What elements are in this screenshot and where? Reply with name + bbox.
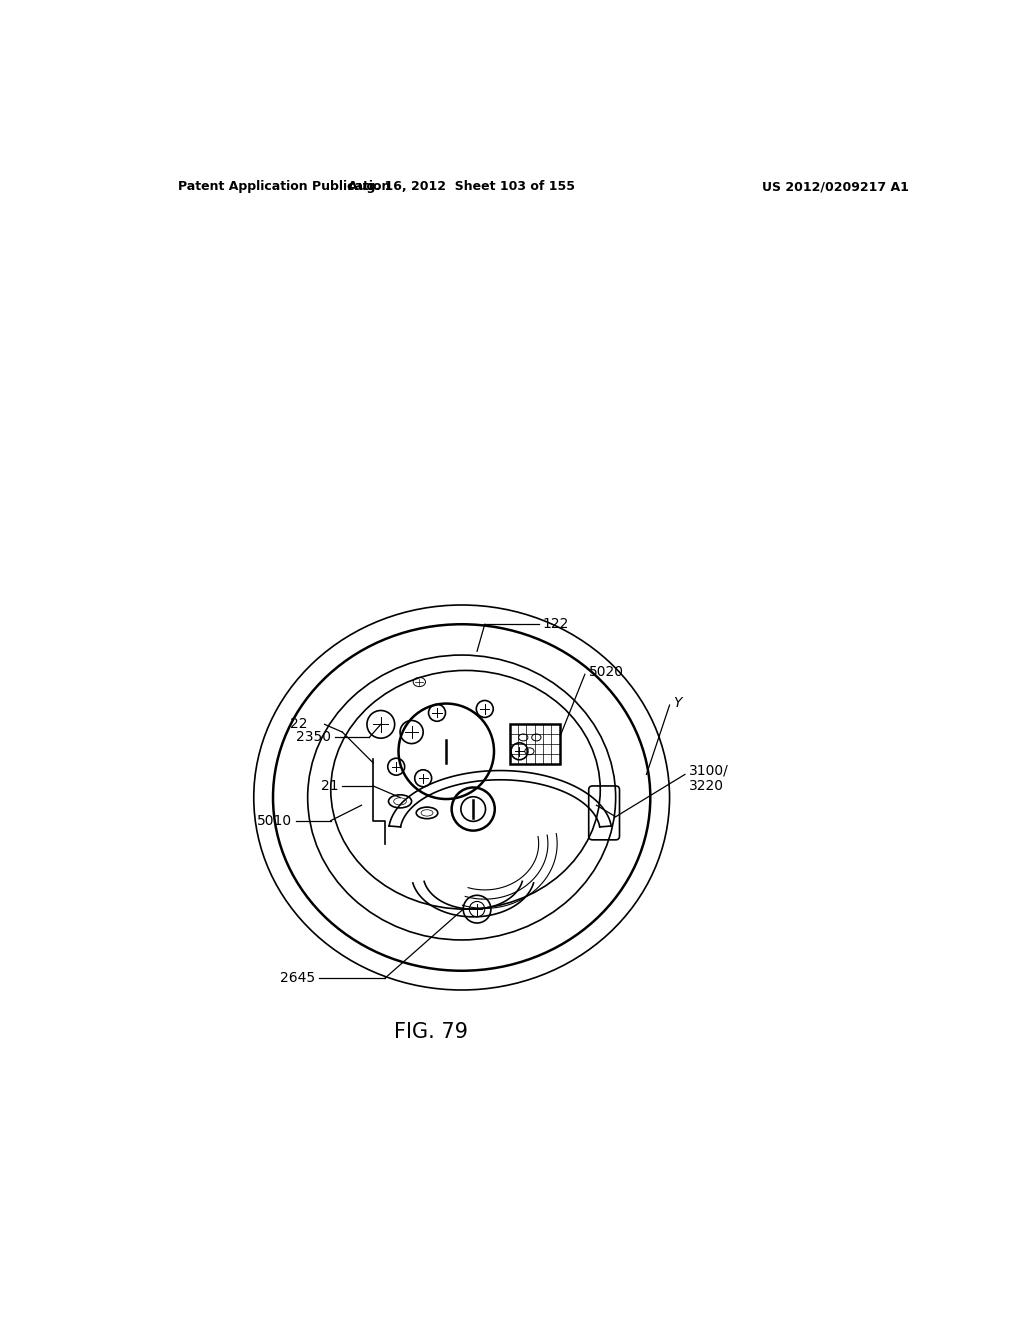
Text: Patent Application Publication: Patent Application Publication: [178, 181, 391, 194]
Text: FIG. 79: FIG. 79: [394, 1023, 468, 1043]
Text: 122: 122: [543, 618, 569, 631]
Text: 2645: 2645: [281, 972, 315, 986]
Text: Y: Y: [674, 696, 682, 710]
Text: US 2012/0209217 A1: US 2012/0209217 A1: [762, 181, 909, 194]
Text: Aug. 16, 2012  Sheet 103 of 155: Aug. 16, 2012 Sheet 103 of 155: [348, 181, 575, 194]
Bar: [510, 723, 560, 763]
Text: 2350: 2350: [296, 730, 331, 744]
Text: 5020: 5020: [589, 665, 624, 678]
Text: 5010: 5010: [257, 813, 292, 828]
Text: 3220: 3220: [689, 779, 724, 793]
Text: 21: 21: [321, 779, 339, 793]
Text: 3100/: 3100/: [689, 763, 728, 777]
Text: 22: 22: [290, 717, 307, 731]
